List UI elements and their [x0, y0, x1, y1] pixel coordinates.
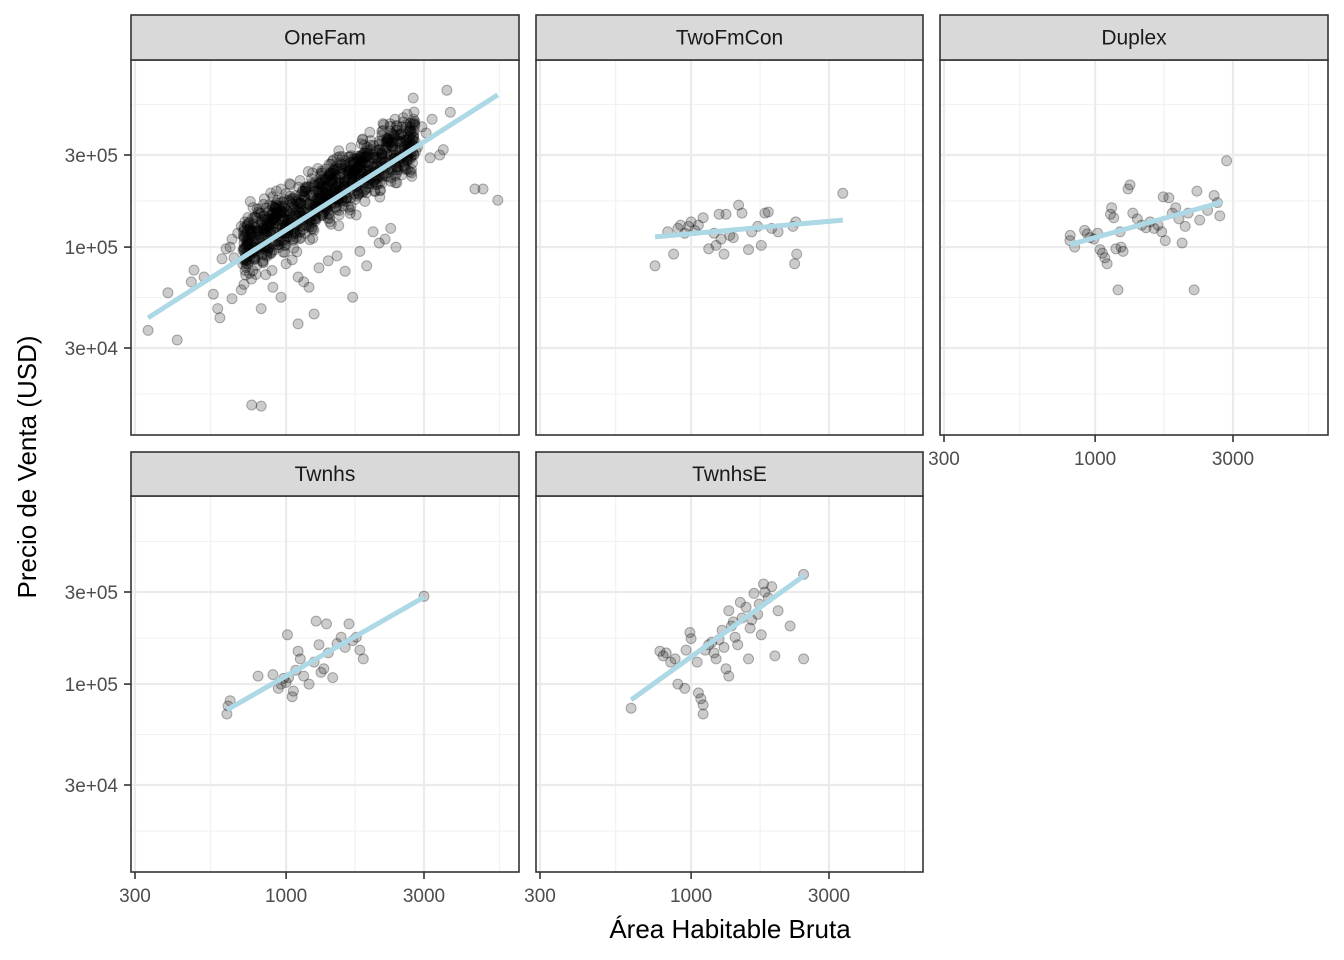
axes-layer: 3e+05 1e+05 3e+04 3e+05 1e+05 3e+04 300 1000 300…	[65, 146, 1255, 907]
scatter-points	[625, 568, 810, 720]
y-tick-label: 3e+05	[65, 146, 118, 167]
y-tick-label: 3e+04	[65, 339, 119, 360]
gridlines	[536, 60, 923, 435]
y-tick-label: 1e+05	[65, 675, 118, 696]
y-axis-title: Precio de Venta (USD)	[12, 335, 42, 598]
facet-label: OneFam	[284, 27, 366, 50]
facet-strip	[535, 451, 924, 497]
gridlines	[940, 60, 1328, 435]
fit-line	[654, 217, 844, 240]
facet-strip	[535, 14, 924, 61]
y-tick-label: 3e+04	[65, 776, 119, 797]
x-tick-label: 1000	[670, 886, 712, 907]
fit-line	[225, 595, 426, 713]
panel-twnhse: TwnhsE	[535, 451, 924, 873]
x-tick-label: 300	[524, 886, 556, 907]
y-tick-label: 3e+05	[65, 583, 118, 604]
facet-label: Twnhs	[295, 463, 356, 486]
x-tick-label: 3000	[808, 886, 850, 907]
facet-strip	[130, 14, 520, 61]
scatter-points	[142, 84, 504, 412]
x-tick-label: 3000	[403, 886, 445, 907]
y-tick-label: 1e+05	[65, 238, 118, 259]
panel-twnhs: Twnhs	[130, 451, 520, 873]
x-axis-title: Área Habitable Bruta	[609, 914, 851, 944]
facet-label: Duplex	[1101, 27, 1167, 50]
fit-line	[1069, 199, 1223, 248]
fit-line	[146, 92, 500, 320]
panel-duplex: Duplex	[939, 14, 1329, 436]
panel-onefam: OneFam	[130, 14, 520, 436]
dense-cluster	[237, 92, 422, 290]
facet-label: TwnhsE	[692, 463, 767, 486]
gridlines	[131, 60, 519, 435]
panel-twofmcon: TwoFmCon	[535, 14, 924, 436]
panels-layer: OneFam TwoFmCon Duplex Twnhs TwnhsE	[130, 14, 1329, 873]
x-tick-label: 1000	[265, 886, 307, 907]
gridlines	[536, 496, 923, 872]
fit-line	[629, 573, 807, 702]
facet-label: TwoFmCon	[676, 27, 783, 50]
facet-strip	[939, 14, 1329, 61]
gridlines	[131, 496, 519, 872]
x-tick-label: 3000	[1212, 449, 1254, 470]
x-tick-label: 1000	[1074, 449, 1116, 470]
facet-strip	[130, 451, 520, 497]
x-tick-label: 300	[119, 886, 151, 907]
x-tick-label: 300	[928, 449, 960, 470]
